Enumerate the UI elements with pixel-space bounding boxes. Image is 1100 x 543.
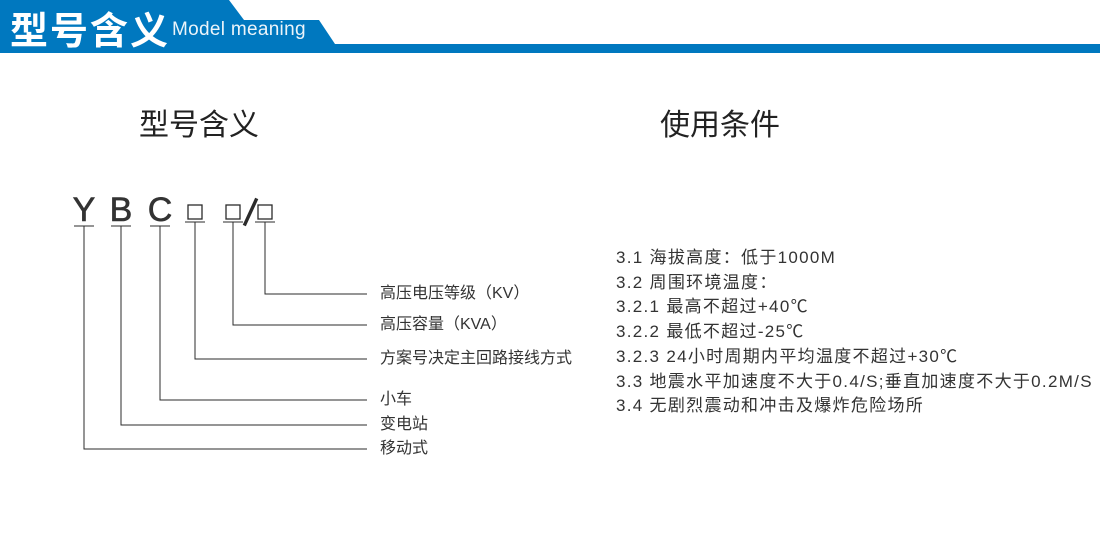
svg-text:高压电压等级（KV）: 高压电压等级（KV） — [380, 284, 529, 302]
svg-text:B: B — [110, 191, 133, 229]
svg-text:方案号决定主回路接线方式: 方案号决定主回路接线方式 — [380, 349, 572, 367]
svg-text:Y: Y — [73, 191, 96, 229]
svg-text:小车: 小车 — [380, 390, 412, 408]
svg-text:变电站: 变电站 — [380, 415, 428, 433]
svg-text:移动式: 移动式 — [380, 439, 428, 457]
svg-text:C: C — [148, 191, 173, 229]
svg-text:高压容量（KVA）: 高压容量（KVA） — [380, 315, 507, 333]
